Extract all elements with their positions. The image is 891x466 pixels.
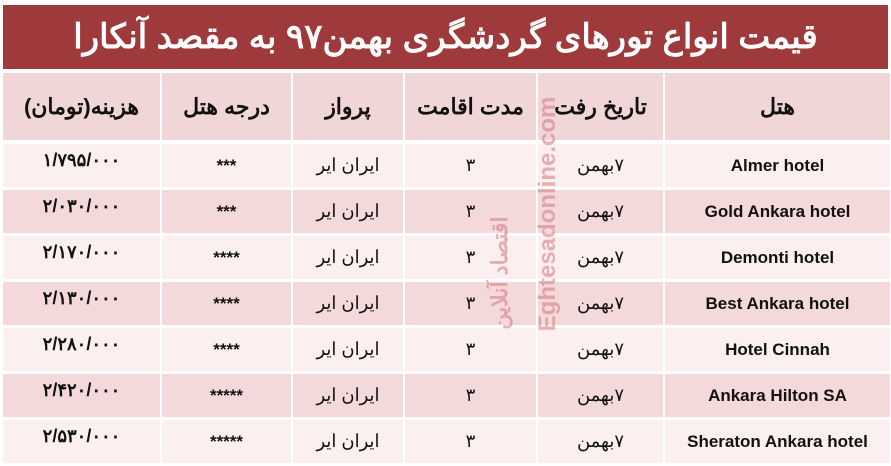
cell-date: ۷بهمن — [538, 236, 663, 279]
cell-cost: ۲/۱۳۰/۰۰۰ — [3, 282, 160, 325]
header-date: تاریخ رفت — [538, 73, 663, 140]
cell-stay: ۳ — [405, 282, 536, 325]
cell-date: ۷بهمن — [538, 328, 663, 371]
cell-hotel: Sheraton Ankara hotel — [665, 420, 890, 463]
cell-flight: ایران ایر — [293, 236, 403, 279]
table-row: ۲/۱۳۰/۰۰۰ **** ایران ایر ۳ ۷بهمن Best Ankara … — [3, 282, 890, 325]
cell-grade: *** — [162, 190, 291, 233]
cell-date: ۷بهمن — [538, 190, 663, 233]
table-row: ۲/۰۳۰/۰۰۰ *** ایران ایر ۳ ۷بهمن Gold Ankara h… — [3, 190, 890, 233]
header-stay: مدت اقامت — [405, 73, 536, 140]
cell-cost: ۲/۲۸۰/۰۰۰ — [3, 328, 160, 371]
cell-date: ۷بهمن — [538, 374, 663, 417]
cell-grade: ***** — [162, 374, 291, 417]
cell-stay: ۳ — [405, 374, 536, 417]
cell-flight: ایران ایر — [293, 190, 403, 233]
cell-hotel: Gold Ankara hotel — [665, 190, 890, 233]
table-row: ۱/۷۹۵/۰۰۰ *** ایران ایر ۳ ۷بهمن Almer hotel — [3, 144, 890, 187]
cell-flight: ایران ایر — [293, 144, 403, 187]
cell-stay: ۳ — [405, 190, 536, 233]
cell-grade: **** — [162, 328, 291, 371]
cell-date: ۷بهمن — [538, 282, 663, 325]
cell-flight: ایران ایر — [293, 282, 403, 325]
header-hotel: هتل — [665, 73, 890, 140]
cell-cost: ۱/۷۹۵/۰۰۰ — [3, 144, 160, 187]
cell-flight: ایران ایر — [293, 420, 403, 463]
cell-cost: ۲/۵۳۰/۰۰۰ — [3, 420, 160, 463]
cell-cost: ۲/۱۷۰/۰۰۰ — [3, 236, 160, 279]
table-row: ۲/۲۸۰/۰۰۰ **** ایران ایر ۳ ۷بهمن Hotel Cinnah — [3, 328, 890, 371]
cell-flight: ایران ایر — [293, 328, 403, 371]
table-row: ۲/۱۷۰/۰۰۰ **** ایران ایر ۳ ۷بهمن Demonti hote… — [3, 236, 890, 279]
cell-flight: ایران ایر — [293, 374, 403, 417]
cell-date: ۷بهمن — [538, 144, 663, 187]
header-cost: هزینه(تومان) — [3, 73, 160, 140]
cell-hotel: Best Ankara hotel — [665, 282, 890, 325]
price-table: هزینه(تومان) درجه هتل پرواز مدت اقامت تا… — [3, 73, 890, 466]
table-row: ۲/۴۲۰/۰۰۰ ***** ایران ایر ۳ ۷بهمن Ankara Hilt… — [3, 374, 890, 417]
cell-grade: ***** — [162, 420, 291, 463]
cell-cost: ۲/۰۳۰/۰۰۰ — [3, 190, 160, 233]
cell-stay: ۳ — [405, 144, 536, 187]
cell-date: ۷بهمن — [538, 420, 663, 463]
cell-hotel: Almer hotel — [665, 144, 890, 187]
cell-stay: ۳ — [405, 328, 536, 371]
table-row: ۲/۵۳۰/۰۰۰ ***** ایران ایر ۳ ۷بهمن Sheraton An… — [3, 420, 890, 463]
cell-hotel: Hotel Cinnah — [665, 328, 890, 371]
cell-grade: **** — [162, 236, 291, 279]
cell-hotel: Demonti hotel — [665, 236, 890, 279]
cell-stay: ۳ — [405, 236, 536, 279]
cell-stay: ۳ — [405, 420, 536, 463]
header-grade: درجه هتل — [162, 73, 291, 140]
cell-cost: ۲/۴۲۰/۰۰۰ — [3, 374, 160, 417]
cell-hotel: Ankara Hilton SA — [665, 374, 890, 417]
cell-grade: *** — [162, 144, 291, 187]
page-title: قیمت انواع تورهای گردشگری بهمن۹۷ به مقصد… — [3, 5, 888, 69]
table-header: هزینه(تومان) درجه هتل پرواز مدت اقامت تا… — [3, 73, 890, 140]
cell-grade: **** — [162, 282, 291, 325]
header-flight: پرواز — [293, 73, 403, 140]
